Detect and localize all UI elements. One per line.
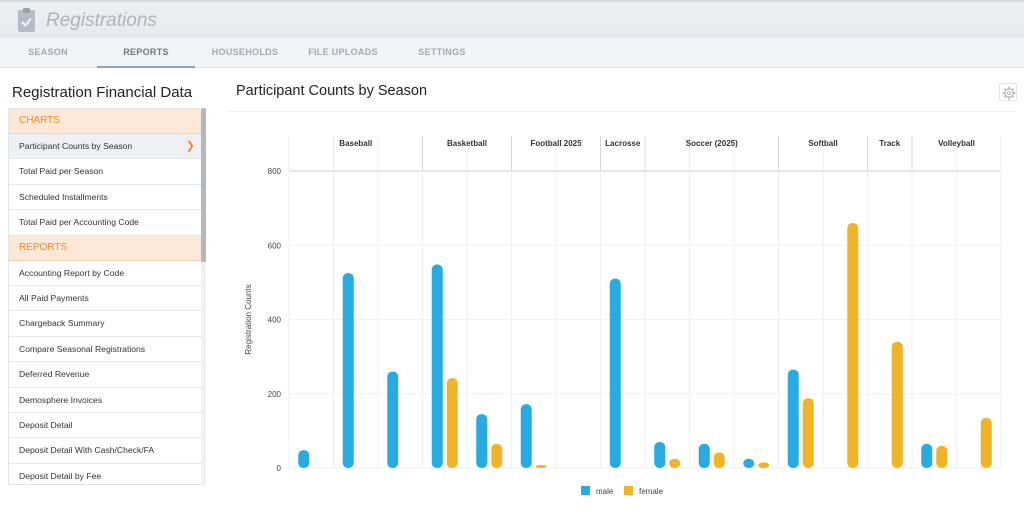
bar-female — [802, 398, 814, 468]
sidebar-item-demosphere-invoices[interactable]: Demosphere Invoices — [9, 388, 205, 413]
sidebar-item-label: Participant Counts by Season — [19, 141, 133, 151]
chart-settings-button[interactable] — [999, 83, 1017, 101]
legend-swatch-male — [581, 486, 590, 495]
sidebar-item-deferred-revenue[interactable]: Deferred Revenue — [9, 362, 205, 388]
bar-male — [520, 404, 532, 468]
y-axis-label: Registration Counts — [244, 284, 253, 354]
section-charts: CHARTS — [9, 109, 205, 134]
bar-male — [387, 371, 399, 468]
app-title: Registrations — [46, 10, 157, 31]
y-tick-label: 800 — [268, 167, 282, 176]
group-label: Football 2025 — [530, 139, 582, 148]
bar-male — [921, 443, 933, 468]
sidebar-item-participant-counts[interactable]: Participant Counts by Season ❯ — [9, 134, 205, 160]
tab-reports[interactable]: REPORTS — [97, 38, 195, 68]
main-tabs: SEASON REPORTS HOUSEHOLDS FILE UPLOADS S… — [0, 38, 1024, 68]
participant-counts-chart: 0 200 400 600 800 Baseball Basketball Football … — [244, 136, 1002, 496]
tab-file-uploads[interactable]: FILE UPLOADS — [308, 47, 378, 57]
tab-season[interactable]: SEASON — [28, 47, 68, 57]
bar-female — [891, 341, 903, 468]
legend-label-female: female — [639, 487, 664, 496]
y-tick-label: 200 — [268, 390, 282, 399]
bar-male — [342, 273, 354, 468]
group-label: Softball — [808, 139, 837, 148]
sidebar-item-accounting-report[interactable]: Accounting Report by Code — [9, 261, 205, 286]
group-label: Track — [879, 139, 900, 148]
report-list: CHARTS Participant Counts by Season ❯ To… — [8, 108, 206, 485]
group-label: Basketball — [447, 139, 487, 148]
section-reports: REPORTS — [9, 235, 205, 261]
gear-icon — [1002, 86, 1016, 100]
chart-title: Participant Counts by Season — [236, 83, 428, 99]
bar-female — [446, 378, 458, 468]
sidebar-item-chargeback[interactable]: Chargeback Summary — [9, 311, 205, 337]
bar-male — [698, 443, 710, 468]
bar-male — [476, 414, 488, 468]
clipboard-check-icon — [18, 8, 35, 32]
chart-divider — [228, 111, 1016, 112]
sidebar-item-deposit-detail-cash[interactable]: Deposit Detail With Cash/Check/FA — [9, 438, 205, 464]
bar-male — [654, 442, 666, 468]
bar-male — [431, 264, 443, 468]
app-header: Registrations — [0, 0, 1024, 38]
bar-female — [980, 417, 992, 468]
bar-female — [713, 452, 725, 468]
sidebar-item-deposit-detail-fee[interactable]: Deposit Detail by Fee — [9, 464, 205, 484]
bar-male — [298, 450, 310, 468]
bar-male — [787, 369, 799, 468]
sidebar-item-deposit-detail[interactable]: Deposit Detail — [9, 413, 205, 439]
group-label: Lacrosse — [605, 139, 641, 148]
scrollbar-thumb[interactable] — [201, 108, 206, 262]
sidebar-item-total-paid-season[interactable]: Total Paid per Season — [9, 159, 205, 185]
sidebar-scrollbar[interactable] — [201, 108, 206, 485]
sidebar-item-compare-seasonal[interactable]: Compare Seasonal Registrations — [9, 337, 205, 363]
y-tick-label: 0 — [277, 464, 282, 473]
legend-swatch-female — [624, 486, 633, 495]
sidebar-item-all-paid[interactable]: All Paid Payments — [9, 286, 205, 312]
sidebar-title: Registration Financial Data — [12, 84, 193, 101]
y-tick-label: 400 — [268, 316, 282, 325]
group-label: Volleyball — [938, 139, 975, 148]
y-tick-label: 600 — [268, 241, 282, 250]
bar-female — [535, 465, 547, 468]
sidebar-item-scheduled-installments[interactable]: Scheduled Installments — [9, 185, 205, 211]
bar-female — [758, 462, 770, 468]
bar-male — [609, 278, 621, 468]
chevron-right-icon: ❯ — [185, 140, 195, 152]
tab-households[interactable]: HOUSEHOLDS — [211, 47, 279, 57]
tab-settings[interactable]: SETTINGS — [418, 47, 466, 57]
bar-female — [847, 222, 859, 468]
sidebar-item-total-paid-accounting[interactable]: Total Paid per Accounting Code — [9, 210, 205, 236]
bar-female — [669, 458, 681, 468]
group-label: Baseball — [339, 139, 372, 148]
legend-label-male: male — [596, 487, 614, 496]
bar-female — [491, 443, 503, 468]
group-label: Soccer (2025) — [686, 139, 738, 148]
bar-female — [936, 445, 948, 468]
bar-male — [743, 458, 755, 468]
